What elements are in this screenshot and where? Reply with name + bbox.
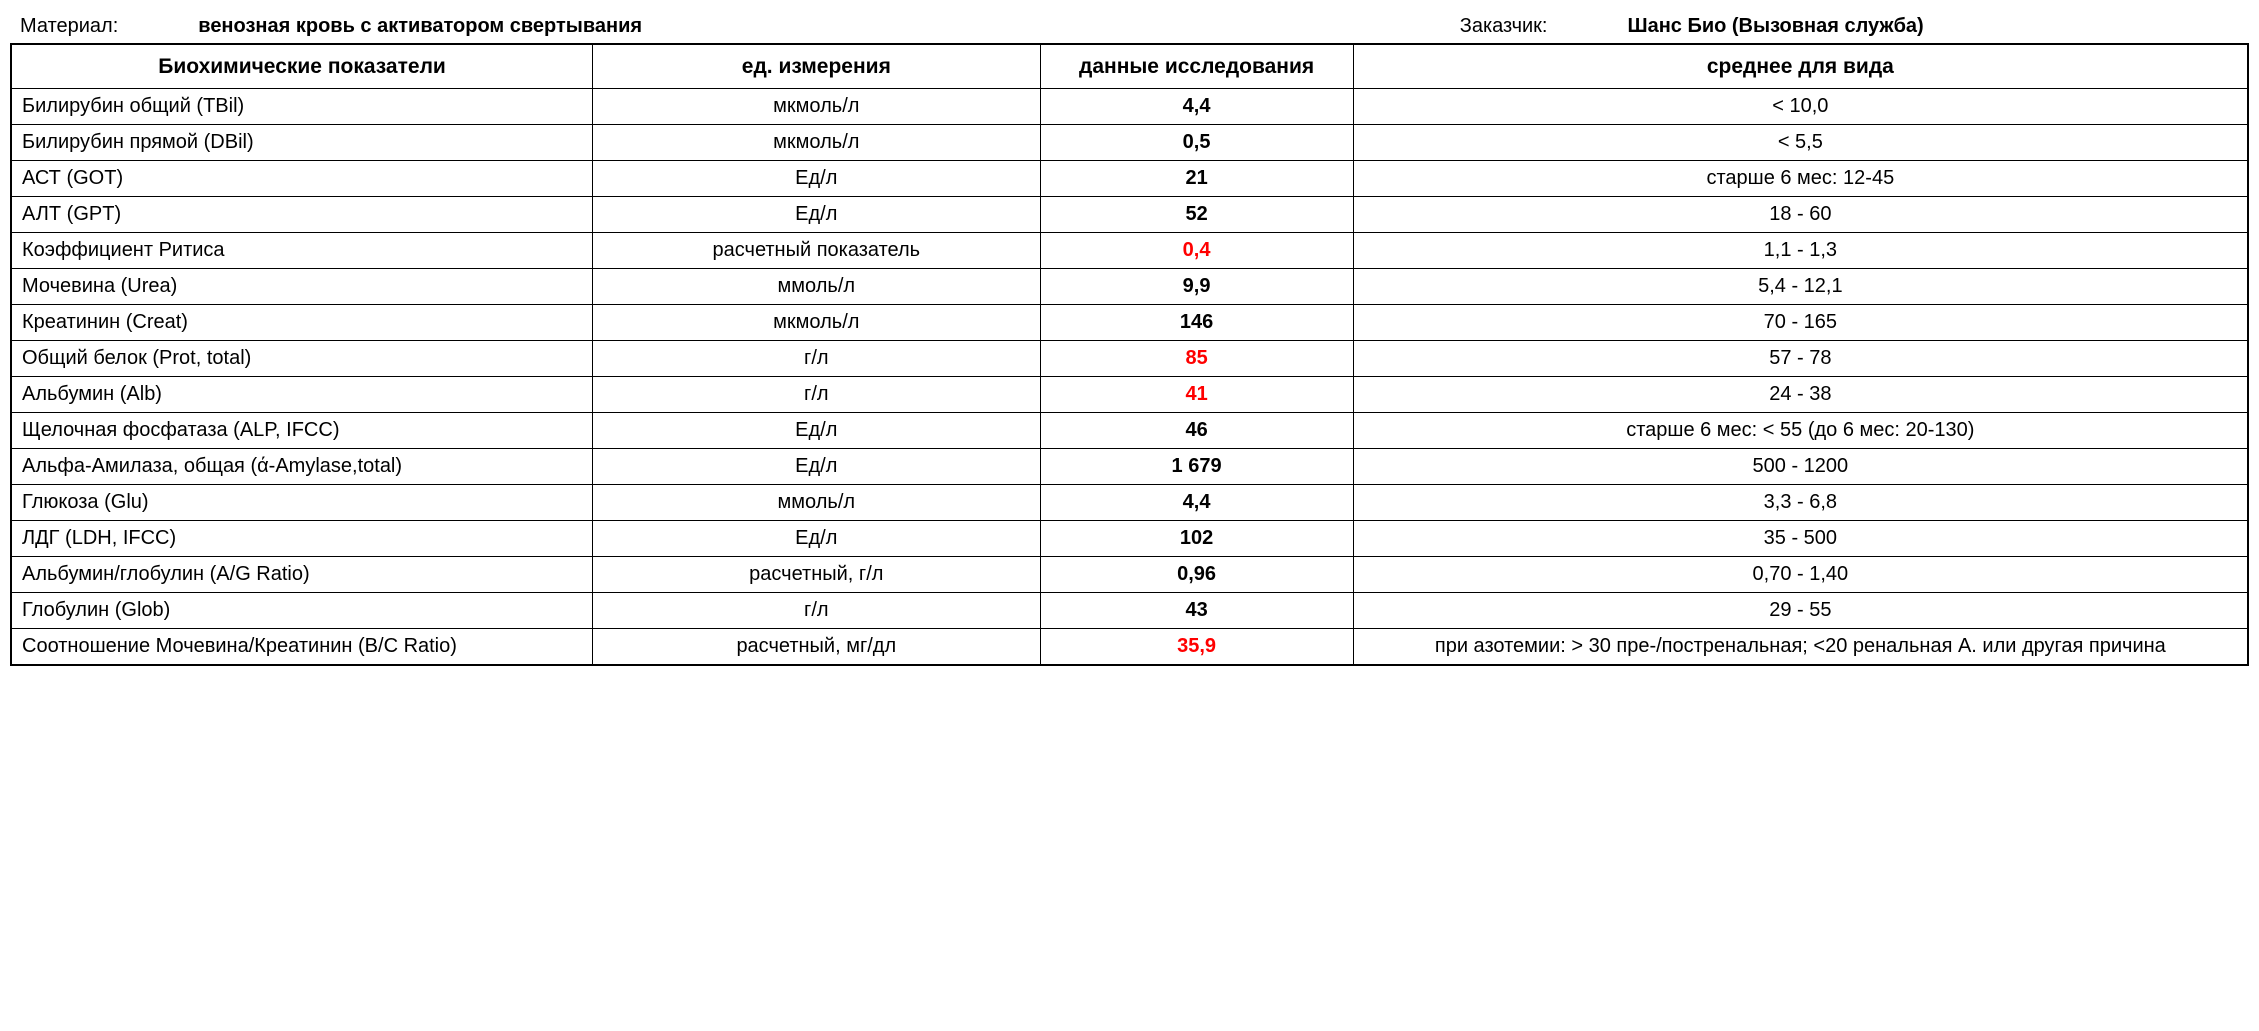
cell-value: 52	[1040, 197, 1353, 233]
table-row: Щелочная фосфатаза (ALP, IFCC)Ед/л46стар…	[11, 413, 2248, 449]
cell-value: 85	[1040, 341, 1353, 377]
cell-value: 35,9	[1040, 629, 1353, 666]
cell-value: 9,9	[1040, 269, 1353, 305]
cell-unit: расчетный показатель	[593, 233, 1040, 269]
table-row: Общий белок (Prot, total)г/л8557 - 78	[11, 341, 2248, 377]
cell-range: 24 - 38	[1353, 377, 2248, 413]
cell-range: старше 6 мес: < 55 (до 6 мес: 20-130)	[1353, 413, 2248, 449]
table-row: Соотношение Мочевина/Креатинин (B/C Rati…	[11, 629, 2248, 666]
cell-range: при азотемии: > 30 пре-/постренальная; <…	[1353, 629, 2248, 666]
cell-range: 70 - 165	[1353, 305, 2248, 341]
cell-unit: Ед/л	[593, 449, 1040, 485]
cell-param: Коэффициент Ритиса	[11, 233, 593, 269]
material-value: венозная кровь с активатором свертывания	[198, 15, 642, 38]
cell-range: < 5,5	[1353, 125, 2248, 161]
cell-param: АЛТ (GPT)	[11, 197, 593, 233]
client-value: Шанс Био (Вызовная служба)	[1627, 15, 1923, 38]
table-row: Билирубин прямой (DBil)мкмоль/л0,5< 5,5	[11, 125, 2248, 161]
table-row: Альбумин/глобулин (A/G Ratio)расчетный, …	[11, 557, 2248, 593]
table-row: АЛТ (GPT)Ед/л5218 - 60	[11, 197, 2248, 233]
cell-param: Мочевина (Urea)	[11, 269, 593, 305]
table-row: Альбумин (Alb)г/л4124 - 38	[11, 377, 2248, 413]
cell-unit: Ед/л	[593, 197, 1040, 233]
table-row: Глюкоза (Glu)ммоль/л4,43,3 - 6,8	[11, 485, 2248, 521]
table-row: ЛДГ (LDH, IFCC)Ед/л10235 - 500	[11, 521, 2248, 557]
biochemistry-table: Биохимические показатели ед. измерения д…	[10, 43, 2249, 666]
cell-unit: Ед/л	[593, 413, 1040, 449]
cell-param: Билирубин общий (TBil)	[11, 89, 593, 125]
cell-unit: Ед/л	[593, 161, 1040, 197]
cell-unit: мкмоль/л	[593, 125, 1040, 161]
col-header-value: данные исследования	[1040, 44, 1353, 89]
cell-range: 29 - 55	[1353, 593, 2248, 629]
table-row: Креатинин (Creat)мкмоль/л14670 - 165	[11, 305, 2248, 341]
table-body: Билирубин общий (TBil)мкмоль/л4,4< 10,0Б…	[11, 89, 2248, 666]
cell-param: Щелочная фосфатаза (ALP, IFCC)	[11, 413, 593, 449]
table-header-row: Биохимические показатели ед. измерения д…	[11, 44, 2248, 89]
cell-param: Билирубин прямой (DBil)	[11, 125, 593, 161]
header-client: Заказчик: Шанс Био (Вызовная служба)	[1145, 15, 2240, 38]
cell-value: 0,96	[1040, 557, 1353, 593]
cell-unit: г/л	[593, 341, 1040, 377]
cell-range: 18 - 60	[1353, 197, 2248, 233]
cell-range: 500 - 1200	[1353, 449, 2248, 485]
cell-value: 43	[1040, 593, 1353, 629]
cell-value: 46	[1040, 413, 1353, 449]
cell-param: Креатинин (Creat)	[11, 305, 593, 341]
cell-range: старше 6 мес: 12-45	[1353, 161, 2248, 197]
cell-param: Альбумин/глобулин (A/G Ratio)	[11, 557, 593, 593]
cell-value: 0,4	[1040, 233, 1353, 269]
cell-param: Альфа-Амилаза, общая (ά-Amylase,total)	[11, 449, 593, 485]
cell-range: 0,70 - 1,40	[1353, 557, 2248, 593]
cell-param: Глобулин (Glob)	[11, 593, 593, 629]
cell-range: 35 - 500	[1353, 521, 2248, 557]
cell-range: 5,4 - 12,1	[1353, 269, 2248, 305]
cell-range: 57 - 78	[1353, 341, 2248, 377]
cell-param: Глюкоза (Glu)	[11, 485, 593, 521]
cell-value: 146	[1040, 305, 1353, 341]
cell-unit: г/л	[593, 377, 1040, 413]
cell-range: 3,3 - 6,8	[1353, 485, 2248, 521]
cell-unit: Ед/л	[593, 521, 1040, 557]
cell-range: < 10,0	[1353, 89, 2248, 125]
cell-param: Соотношение Мочевина/Креатинин (B/C Rati…	[11, 629, 593, 666]
table-row: АСТ (GOT)Ед/л21старше 6 мес: 12-45	[11, 161, 2248, 197]
cell-range: 1,1 - 1,3	[1353, 233, 2248, 269]
col-header-unit: ед. измерения	[593, 44, 1040, 89]
report-header: Материал: венозная кровь с активатором с…	[10, 10, 2249, 43]
col-header-param: Биохимические показатели	[11, 44, 593, 89]
cell-unit: ммоль/л	[593, 485, 1040, 521]
cell-value: 4,4	[1040, 485, 1353, 521]
table-row: Альфа-Амилаза, общая (ά-Amylase,total)Ед…	[11, 449, 2248, 485]
cell-value: 21	[1040, 161, 1353, 197]
cell-unit: расчетный, г/л	[593, 557, 1040, 593]
cell-value: 0,5	[1040, 125, 1353, 161]
col-header-range: среднее для вида	[1353, 44, 2248, 89]
cell-unit: г/л	[593, 593, 1040, 629]
cell-unit: расчетный, мг/дл	[593, 629, 1040, 666]
cell-unit: ммоль/л	[593, 269, 1040, 305]
cell-param: АСТ (GOT)	[11, 161, 593, 197]
table-row: Мочевина (Urea)ммоль/л9,95,4 - 12,1	[11, 269, 2248, 305]
header-material: Материал: венозная кровь с активатором с…	[20, 15, 1115, 38]
cell-value: 4,4	[1040, 89, 1353, 125]
cell-param: ЛДГ (LDH, IFCC)	[11, 521, 593, 557]
cell-param: Общий белок (Prot, total)	[11, 341, 593, 377]
cell-param: Альбумин (Alb)	[11, 377, 593, 413]
table-row: Билирубин общий (TBil)мкмоль/л4,4< 10,0	[11, 89, 2248, 125]
cell-unit: мкмоль/л	[593, 89, 1040, 125]
client-label: Заказчик:	[1460, 15, 1548, 38]
table-row: Коэффициент Ритисарасчетный показатель0,…	[11, 233, 2248, 269]
table-row: Глобулин (Glob)г/л4329 - 55	[11, 593, 2248, 629]
material-label: Материал:	[20, 15, 118, 38]
cell-value: 102	[1040, 521, 1353, 557]
cell-value: 41	[1040, 377, 1353, 413]
cell-unit: мкмоль/л	[593, 305, 1040, 341]
cell-value: 1 679	[1040, 449, 1353, 485]
